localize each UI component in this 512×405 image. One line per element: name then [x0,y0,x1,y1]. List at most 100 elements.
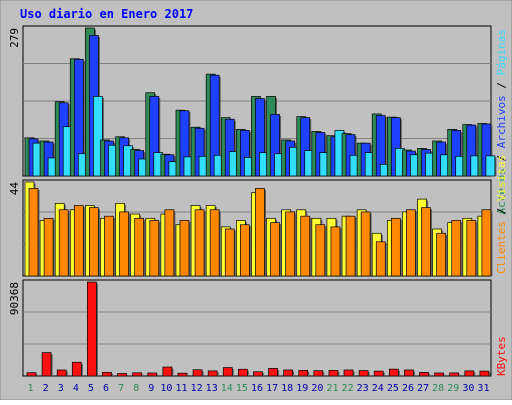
x-label-day-26: 26 [402,383,414,394]
bar-kbytes-day-6 [102,372,113,377]
bar-kbytes-day-4-fill [71,361,82,377]
x-label-day-13: 13 [206,383,218,394]
bar-clientes-day-1-fill [28,188,39,277]
bar-kbytes-day-13-fill [207,370,218,377]
bar-clientes-day-24-fill [375,241,386,277]
bar-clientes-day-8 [134,217,146,277]
bar-clientes-day-3 [58,209,70,277]
bar-clientes-day-23 [360,211,372,277]
bar-kbytes-day-30-fill [464,370,475,377]
bar-kbytes-day-21-fill [328,370,339,377]
day-14-panel-1 [220,117,240,177]
x-label-day-6: 6 [103,383,109,394]
bar-clientes-day-13 [209,209,221,277]
day-3-panel-3 [56,369,68,377]
x-label-day-4: 4 [73,383,79,394]
bar-clientes-day-27-fill [421,207,431,277]
day-4-panel-3 [71,361,83,377]
bar-clientes-day-14-fill [224,228,235,277]
bar-clientes-day-9-fill [149,220,160,277]
side-legend-text-3: KBytes [495,336,508,376]
x-label-day-20: 20 [311,383,323,394]
x-label-day-21: 21 [326,383,338,394]
day-20-panel-2 [311,217,327,277]
bar-clientes-day-29 [451,220,463,277]
bar-kbytes-day-12-fill [192,369,203,377]
legend-separator: / [495,201,508,221]
bar-clientes-day-12-fill [194,209,205,277]
day-10-panel-1 [160,153,180,177]
bar-clientes-day-28-fill [436,232,446,277]
x-label-day-11: 11 [175,383,187,394]
day-1-panel-3 [26,372,38,377]
x-label-day-14: 14 [221,383,233,394]
bar-kbytes-day-7 [117,373,129,377]
day-16-panel-3 [253,371,264,377]
bar-kbytes-day-3-fill [56,369,67,377]
day-7-panel-3 [117,373,129,377]
day-13-panel-1 [205,73,225,177]
x-label-day-29: 29 [447,383,459,394]
day-24-panel-3 [373,370,385,377]
day-31-panel-2 [477,209,493,277]
bar-clientes-day-2-fill [43,217,54,277]
legend-separator: / [495,148,508,168]
bar-kbytes-day-22 [343,369,355,377]
bar-kbytes-day-20-fill [313,370,324,377]
day-4-panel-2 [69,205,85,277]
bar-kbytes-day-23 [358,370,370,377]
legend-visitas: Visitas [495,155,508,201]
day-31-panel-3 [479,370,491,377]
x-label-day-10: 10 [160,383,172,394]
day-23-panel-3 [358,370,370,377]
day-22-panel-3 [343,369,355,377]
day-30-panel-2 [462,217,478,277]
bar-clientes-day-26 [406,209,417,277]
bar-kbytes-day-9-fill [147,372,158,377]
day-19-panel-3 [298,370,310,377]
day-15-panel-2 [236,220,251,277]
panel-3-frame [22,279,492,377]
bar-kbytes-day-24 [373,370,385,377]
bar-clientes-day-5-fill [89,207,99,277]
bar-kbytes-day-7-fill [117,373,127,377]
bar-kbytes-day-8 [132,372,144,377]
bar-pginas-day-5 [93,96,104,177]
bar-clientes-day-19 [300,215,312,277]
day-30-panel-1 [462,124,482,177]
bar-kbytes-day-27-fill [419,372,429,377]
bar-clientes-day-12 [194,209,206,277]
bar-clientes-day-10 [164,209,176,277]
x-label-day-19: 19 [296,383,308,394]
day-2-panel-3 [41,352,53,377]
day-9-panel-3 [147,372,159,377]
x-label-day-7: 7 [118,383,124,394]
x-label-day-28: 28 [432,383,444,394]
bar-clientes-day-6 [104,215,115,277]
bar-clientes-day-29-fill [451,220,462,277]
day-31-panel-1 [477,123,497,177]
bar-kbytes-day-28 [434,372,446,377]
x-label-day-16: 16 [251,383,263,394]
day-6-panel-2 [100,215,115,277]
bar-pginas-day-31 [485,155,497,177]
bar-kbytes-day-25-fill [388,368,399,377]
bar-kbytes-day-1 [26,372,38,377]
bar-clientes-day-18 [285,211,297,277]
bar-clientes-day-15-fill [240,224,250,277]
day-18-panel-3 [283,369,295,377]
bar-clientes-day-31-fill [481,209,492,277]
bar-clientes-day-7 [119,211,131,277]
day-12-panel-2 [190,205,206,277]
bar-kbytes-day-21 [328,370,340,377]
bar-clientes-day-19-fill [300,215,311,277]
bar-clientes-day-23-fill [360,211,371,277]
side-legend-2: Clientes / Visitas [495,155,508,274]
x-label-day-1: 1 [28,383,34,394]
day-1-panel-2 [24,181,40,277]
bar-clientes-day-28 [436,232,448,277]
day-16-panel-1 [251,96,270,177]
bar-kbytes-day-18-fill [283,369,293,377]
bar-kbytes-day-17 [268,368,280,377]
day-28-panel-2 [432,228,448,277]
